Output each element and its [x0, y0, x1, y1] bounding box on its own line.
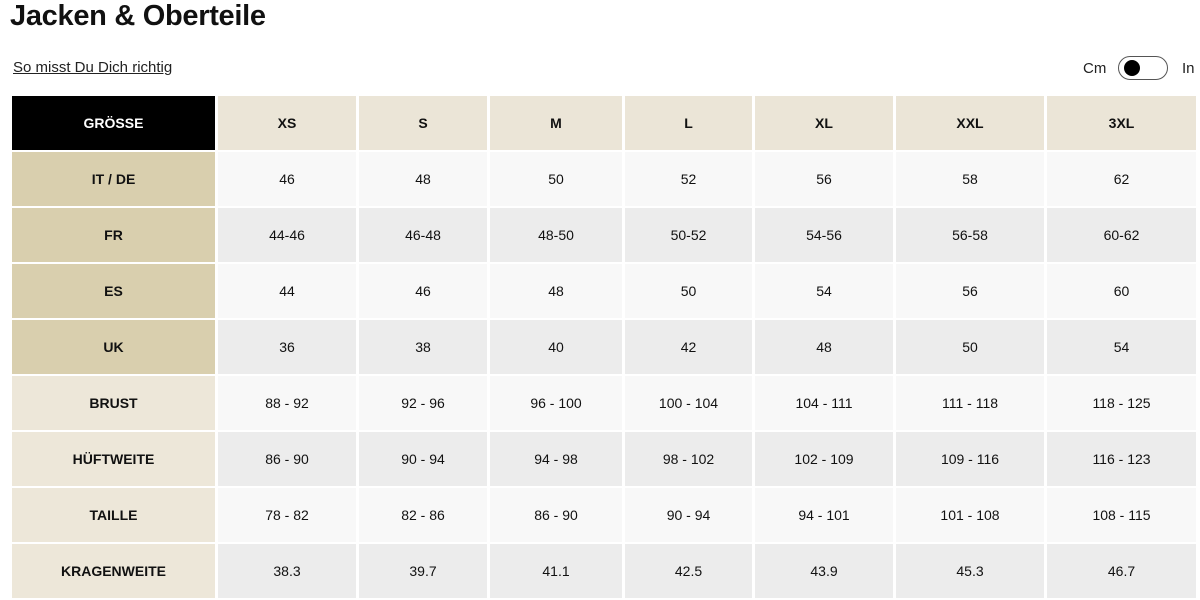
table-row: FR 44-46 46-48 48-50 50-52 54-56 56-58 60-62 [12, 208, 1196, 262]
table-cell: 44 [218, 264, 356, 318]
table-cell: 100 - 104 [625, 376, 752, 430]
unit-toggle[interactable] [1118, 56, 1168, 80]
table-cell: 111 - 118 [896, 376, 1044, 430]
table-cell: 104 - 111 [755, 376, 893, 430]
table-cell: 102 - 109 [755, 432, 893, 486]
table-cell: 46.7 [1047, 544, 1196, 598]
unit-in-label: In [1182, 60, 1195, 77]
table-row: UK 36 38 40 42 48 50 54 [12, 320, 1196, 374]
table-cell: 60-62 [1047, 208, 1196, 262]
table-cell: 108 - 115 [1047, 488, 1196, 542]
table-row: TAILLE 78 - 82 82 - 86 86 - 90 90 - 94 94 - 1… [12, 488, 1196, 542]
table-cell: 58 [896, 152, 1044, 206]
table-cell: 48 [359, 152, 487, 206]
table-cell: 98 - 102 [625, 432, 752, 486]
size-header: L [625, 96, 752, 150]
table-cell: 42.5 [625, 544, 752, 598]
table-cell: 118 - 125 [1047, 376, 1196, 430]
size-table: GRÖSSE XS S M L XL XXL 3XL IT / DE 46 48 50 52 56 58 6… [9, 94, 1199, 600]
table-cell: 43.9 [755, 544, 893, 598]
table-cell: 82 - 86 [359, 488, 487, 542]
table-cell: 46 [359, 264, 487, 318]
table-cell: 116 - 123 [1047, 432, 1196, 486]
table-cell: 39.7 [359, 544, 487, 598]
table-cell: 50 [896, 320, 1044, 374]
how-to-measure-link[interactable]: So misst Du Dich richtig [13, 59, 173, 76]
row-label: BRUST [12, 376, 215, 430]
size-header: 3XL [1047, 96, 1196, 150]
table-cell: 56 [755, 152, 893, 206]
table-cell: 92 - 96 [359, 376, 487, 430]
table-cell: 48 [755, 320, 893, 374]
size-header: M [490, 96, 622, 150]
table-cell: 54 [755, 264, 893, 318]
table-row: BRUST 88 - 92 92 - 96 96 - 100 100 - 104 104 … [12, 376, 1196, 430]
size-header: XL [755, 96, 893, 150]
table-cell: 46 [218, 152, 356, 206]
table-row: ES 44 46 48 50 54 56 60 [12, 264, 1196, 318]
table-cell: 78 - 82 [218, 488, 356, 542]
size-header: XS [218, 96, 356, 150]
table-cell: 60 [1047, 264, 1196, 318]
table-cell: 56-58 [896, 208, 1044, 262]
table-row: HÜFTWEITE 86 - 90 90 - 94 94 - 98 98 - 102 10… [12, 432, 1196, 486]
row-label: FR [12, 208, 215, 262]
size-header: XXL [896, 96, 1044, 150]
row-label: TAILLE [12, 488, 215, 542]
table-cell: 86 - 90 [218, 432, 356, 486]
row-label: IT / DE [12, 152, 215, 206]
table-cell: 109 - 116 [896, 432, 1044, 486]
row-label: ES [12, 264, 215, 318]
table-cell: 96 - 100 [490, 376, 622, 430]
table-cell: 38 [359, 320, 487, 374]
corner-header: GRÖSSE [12, 96, 215, 150]
page-title: Jacken & Oberteile [10, 0, 266, 32]
table-cell: 48-50 [490, 208, 622, 262]
row-label: HÜFTWEITE [12, 432, 215, 486]
table-cell: 62 [1047, 152, 1196, 206]
table-cell: 54 [1047, 320, 1196, 374]
unit-cm-label: Cm [1083, 60, 1107, 77]
table-cell: 56 [896, 264, 1044, 318]
table-cell: 94 - 98 [490, 432, 622, 486]
table-cell: 54-56 [755, 208, 893, 262]
table-cell: 40 [490, 320, 622, 374]
row-label: UK [12, 320, 215, 374]
table-row: KRAGENWEITE 38.3 39.7 41.1 42.5 43.9 45.3 46.7 [12, 544, 1196, 598]
table-cell: 42 [625, 320, 752, 374]
table-row: IT / DE 46 48 50 52 56 58 62 [12, 152, 1196, 206]
table-cell: 88 - 92 [218, 376, 356, 430]
table-cell: 48 [490, 264, 622, 318]
table-cell: 101 - 108 [896, 488, 1044, 542]
table-cell: 38.3 [218, 544, 356, 598]
toggle-knob [1124, 60, 1140, 76]
table-cell: 90 - 94 [625, 488, 752, 542]
table-cell: 50-52 [625, 208, 752, 262]
table-cell: 44-46 [218, 208, 356, 262]
table-cell: 45.3 [896, 544, 1044, 598]
table-cell: 52 [625, 152, 752, 206]
table-cell: 86 - 90 [490, 488, 622, 542]
table-cell: 90 - 94 [359, 432, 487, 486]
table-cell: 36 [218, 320, 356, 374]
table-cell: 50 [490, 152, 622, 206]
table-cell: 94 - 101 [755, 488, 893, 542]
row-label: KRAGENWEITE [12, 544, 215, 598]
table-cell: 41.1 [490, 544, 622, 598]
size-header: S [359, 96, 487, 150]
table-cell: 46-48 [359, 208, 487, 262]
table-cell: 50 [625, 264, 752, 318]
